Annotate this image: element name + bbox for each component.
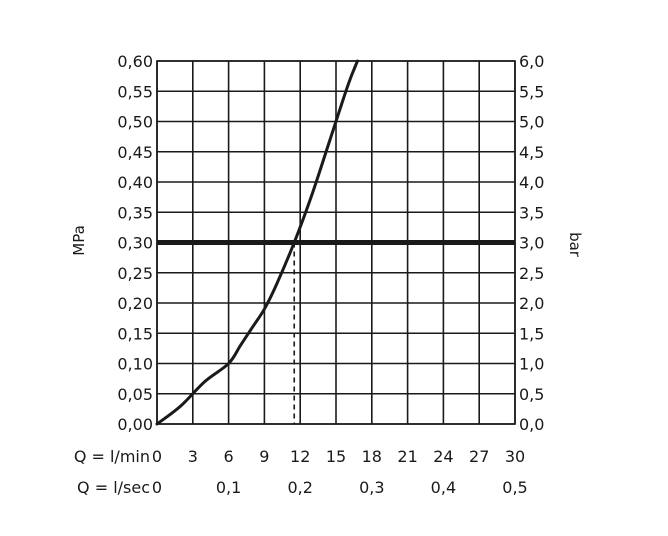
x-tick-label-lsec: 0,4 [431,478,456,497]
x-tick-label-lmin: 9 [259,447,269,466]
y-tick-label-mpa: 0,20 [117,294,153,313]
y-tick-label-bar: 1,5 [519,324,544,343]
y-tick-label-bar: 5,0 [519,113,544,132]
x-tick-label-lmin: 0 [152,447,162,466]
y-axis-mpa-ticks: 0,00 0,05 0,10 0,15 0,20 0,25 0,30 0,35 0,40 0,45… [117,52,153,434]
y-tick-label-mpa: 0,50 [117,113,153,132]
y-tick-label-mpa: 0,30 [117,234,153,253]
y-axis-title-bar: bar [566,232,584,258]
y-tick-label-mpa: 0,40 [117,173,153,192]
x-tick-label-lmin: 27 [469,447,489,466]
y-tick-label-bar: 0,5 [519,385,544,404]
x-tick-label-lmin: 21 [397,447,417,466]
y-tick-label-bar: 4,0 [519,173,544,192]
x-tick-label-lmin: 12 [290,447,310,466]
x-tick-label-lmin: 6 [224,447,234,466]
y-tick-label-mpa: 0,00 [117,415,153,434]
x-axis-lsec-ticks: 0 0,1 0,2 0,3 0,4 0,5 [152,478,528,497]
y-tick-label-bar: 5,5 [519,82,544,101]
y-tick-label-mpa: 0,60 [117,52,153,71]
x-tick-label-lsec: 0,5 [502,478,527,497]
y-tick-label-mpa: 0,05 [117,385,153,404]
y-tick-label-bar: 3,5 [519,203,544,222]
pressure-flow-curve [155,59,359,426]
y-tick-label-mpa: 0,10 [117,355,153,374]
y-tick-label-bar: 0,0 [519,415,544,434]
x-tick-label-lsec: 0,2 [287,478,312,497]
y-tick-label-bar: 4,5 [519,143,544,162]
y-tick-label-mpa: 0,15 [117,324,153,343]
y-axis-bar-ticks: 0,0 0,5 1,0 1,5 2,0 2,5 3,0 3,5 4,0 4,5 5,0 5,5 6,0 [519,52,544,434]
x-tick-label-lmin: 3 [188,447,198,466]
x-tick-label-lsec: 0,3 [359,478,384,497]
x-tick-label-lmin: 30 [505,447,525,466]
y-tick-label-bar: 3,0 [519,234,544,253]
y-tick-label-bar: 2,5 [519,264,544,283]
x-tick-label-lsec: 0,1 [216,478,241,497]
x-axis-row-label-lsec: Q = l/sec [77,478,150,497]
x-tick-label-lmin: 15 [326,447,346,466]
y-tick-label-mpa: 0,55 [117,82,153,101]
y-tick-label-mpa: 0,45 [117,143,153,162]
y-axis-title-mpa: MPa [70,225,88,256]
y-tick-label-bar: 1,0 [519,355,544,374]
y-tick-label-mpa: 0,25 [117,264,153,283]
y-tick-label-bar: 6,0 [519,52,544,71]
x-tick-label-lsec: 0 [152,478,162,497]
x-axis-row-label-lmin: Q = l/min [74,447,150,466]
y-tick-label-bar: 2,0 [519,294,544,313]
x-axis-lmin-ticks: 0 3 6 9 12 15 18 21 24 27 30 [152,447,525,466]
x-tick-label-lmin: 24 [433,447,453,466]
y-tick-label-mpa: 0,35 [117,203,153,222]
x-tick-label-lmin: 18 [362,447,382,466]
